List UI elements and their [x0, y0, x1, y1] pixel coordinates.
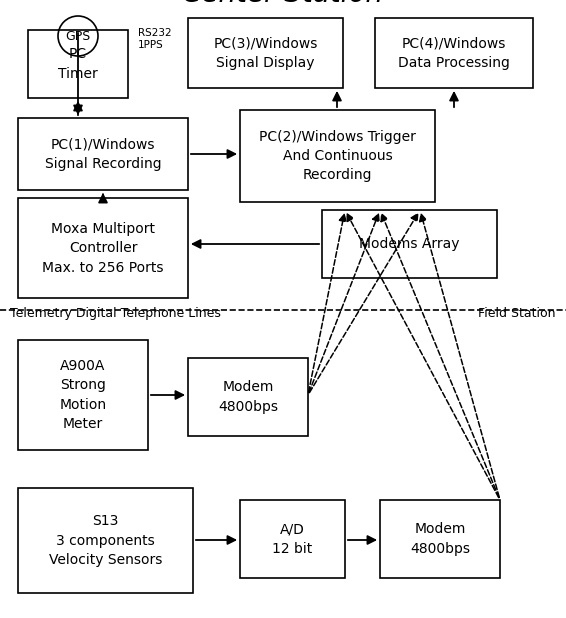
- Text: PC(2)/Windows Trigger
And Continuous
Recording: PC(2)/Windows Trigger And Continuous Rec…: [259, 130, 416, 182]
- Text: Modems Array: Modems Array: [359, 237, 460, 251]
- Text: RS232
1PPS: RS232 1PPS: [138, 28, 171, 49]
- Text: GPS: GPS: [66, 30, 91, 43]
- Text: PC(3)/Windows
Signal Display: PC(3)/Windows Signal Display: [213, 36, 318, 70]
- Text: Moxa Multiport
Controller
Max. to 256 Ports: Moxa Multiport Controller Max. to 256 Po…: [42, 221, 164, 274]
- Bar: [28, 30, 128, 98]
- Bar: [375, 18, 533, 88]
- Text: Center Station: Center Station: [182, 0, 384, 8]
- Text: PC
Timer: PC Timer: [58, 47, 98, 81]
- Text: Field Station: Field Station: [478, 307, 556, 320]
- Bar: [188, 358, 308, 436]
- Bar: [240, 500, 345, 578]
- Text: Modem
4800bps: Modem 4800bps: [218, 380, 278, 413]
- Text: A/D
12 bit: A/D 12 bit: [272, 522, 312, 556]
- Bar: [18, 488, 193, 593]
- Text: Modem
4800bps: Modem 4800bps: [410, 522, 470, 556]
- Text: Telemetry Digital Telephone Lines: Telemetry Digital Telephone Lines: [10, 307, 221, 320]
- Bar: [18, 118, 188, 190]
- Bar: [18, 198, 188, 298]
- Text: PC(4)/Windows
Data Processing: PC(4)/Windows Data Processing: [398, 36, 510, 70]
- Bar: [188, 18, 343, 88]
- Bar: [240, 110, 435, 202]
- Bar: [380, 500, 500, 578]
- Text: PC(1)/Windows
Signal Recording: PC(1)/Windows Signal Recording: [45, 137, 161, 171]
- Text: A900A
Strong
Motion
Meter: A900A Strong Motion Meter: [59, 359, 106, 431]
- Bar: [322, 210, 497, 278]
- Text: S13
3 components
Velocity Sensors: S13 3 components Velocity Sensors: [49, 514, 162, 567]
- Bar: [18, 340, 148, 450]
